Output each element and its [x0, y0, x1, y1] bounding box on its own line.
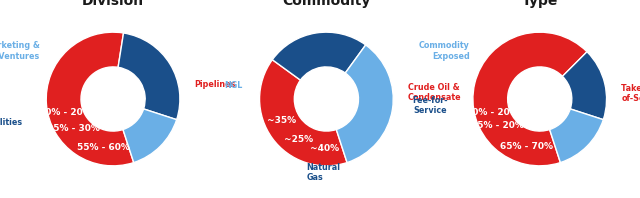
- Text: 65% - 70%: 65% - 70%: [500, 142, 553, 151]
- Text: Natural
Gas: Natural Gas: [307, 163, 340, 182]
- Text: Fee-for-
Service: Fee-for- Service: [412, 96, 447, 115]
- Wedge shape: [273, 32, 365, 80]
- Text: Marketing &
New Ventures: Marketing & New Ventures: [0, 41, 40, 61]
- Title: Division: Division: [82, 0, 144, 8]
- Text: ~35%: ~35%: [267, 116, 296, 125]
- Text: ~25%: ~25%: [284, 135, 313, 144]
- Title: Type: Type: [522, 0, 558, 8]
- Wedge shape: [473, 32, 587, 166]
- Wedge shape: [550, 109, 604, 163]
- Wedge shape: [336, 45, 393, 163]
- Text: Take-or-Pay / Cost-
of-Service: Take-or-Pay / Cost- of-Service: [621, 84, 640, 103]
- Text: Pipelines: Pipelines: [195, 80, 236, 89]
- Text: 15% - 20%: 15% - 20%: [471, 121, 524, 129]
- Text: 55% - 60%: 55% - 60%: [77, 143, 131, 152]
- Title: Commodity: Commodity: [282, 0, 371, 8]
- Text: 10% - 20%: 10% - 20%: [466, 108, 518, 117]
- Text: 25% - 30%: 25% - 30%: [47, 124, 100, 133]
- Text: Crude Oil &
Condensate: Crude Oil & Condensate: [408, 83, 461, 102]
- Text: Facilities: Facilities: [0, 118, 23, 127]
- Wedge shape: [46, 32, 134, 166]
- Wedge shape: [563, 52, 607, 120]
- Wedge shape: [118, 33, 180, 120]
- Text: NGL: NGL: [225, 81, 243, 90]
- Wedge shape: [260, 60, 347, 166]
- Text: 10% - 20%: 10% - 20%: [39, 108, 92, 117]
- Wedge shape: [123, 109, 177, 163]
- Text: Commodity
Exposed: Commodity Exposed: [419, 41, 470, 61]
- Text: ~40%: ~40%: [310, 144, 339, 153]
